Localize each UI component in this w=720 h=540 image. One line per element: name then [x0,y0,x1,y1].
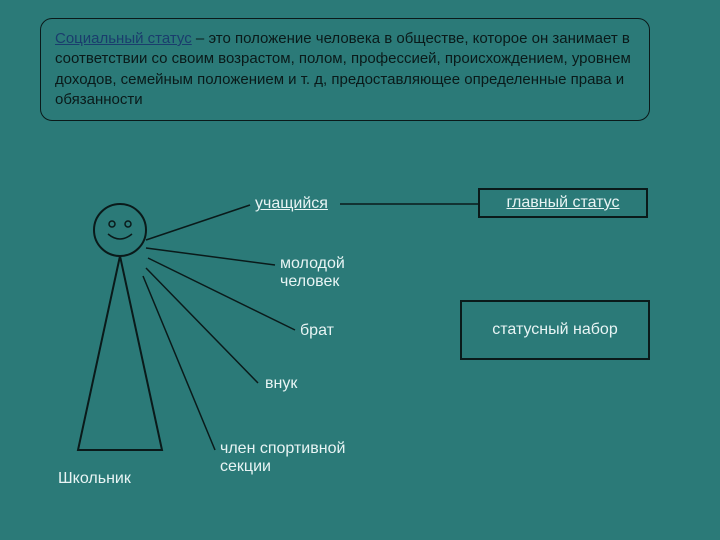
role-label-1: молодой человек [280,255,390,291]
status-box-1: статусный набор [460,300,650,360]
role-label-0: учащийся [255,195,328,213]
definition-term: Социальный статус [55,30,192,47]
status-box-0: главный статус [478,188,648,218]
role-label-2: брат [300,322,334,340]
figure-caption: Школьник [58,470,131,488]
role-label-4: член спортивной секции [220,440,350,476]
role-label-3: внук [265,375,297,393]
slide: Социальный статус – это положение челове… [0,0,720,540]
definition-box: Социальный статус – это положение челове… [40,18,650,121]
